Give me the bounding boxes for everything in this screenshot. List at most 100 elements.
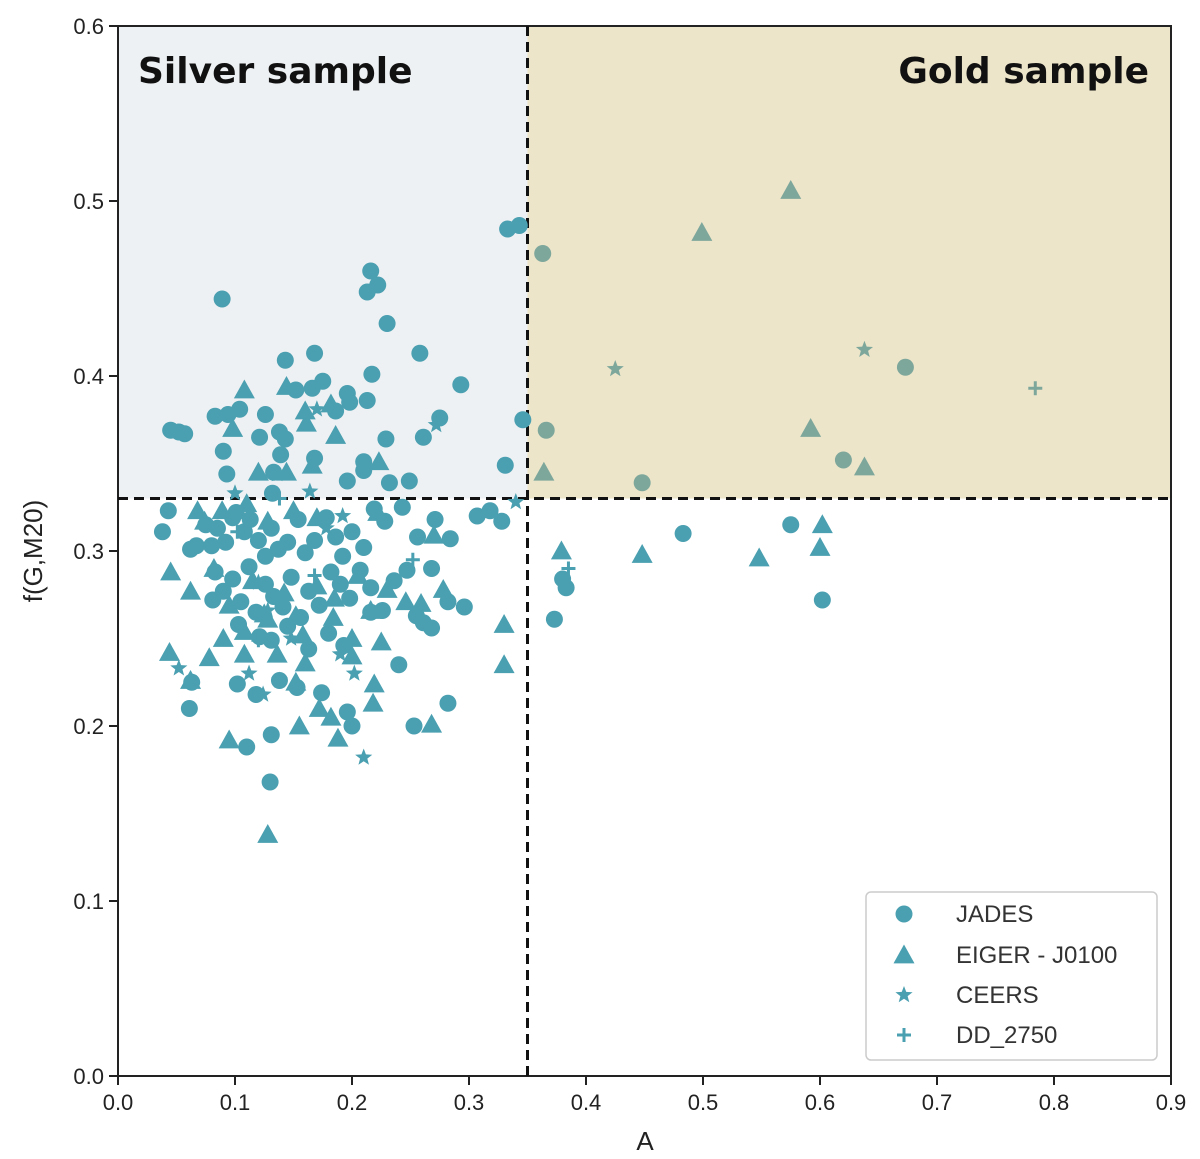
data-point-jades — [557, 579, 575, 597]
x-tick-label: 0.9 — [1156, 1090, 1187, 1115]
data-point-ceers — [301, 482, 319, 499]
data-point-eiger — [308, 698, 330, 717]
y-tick-label: 0.1 — [73, 889, 104, 914]
data-point-eiger — [363, 673, 385, 693]
data-point-eiger — [233, 621, 255, 640]
data-point-jades — [341, 589, 359, 607]
data-point-eiger — [367, 502, 389, 521]
data-point-eiger — [236, 493, 258, 513]
data-point-eiger — [273, 582, 295, 602]
data-point-jades — [206, 407, 224, 425]
data-point-jades — [262, 726, 280, 744]
data-point-jades — [153, 523, 171, 541]
data-point-jades — [306, 532, 324, 549]
data-point-jades — [310, 596, 328, 614]
data-point-eiger — [370, 631, 392, 651]
data-point-eiger — [306, 507, 328, 527]
data-point-jades — [187, 537, 205, 555]
data-point-jades — [355, 462, 373, 479]
data-point-jades — [341, 393, 359, 411]
data-point-jades — [322, 563, 340, 581]
data-point-eiger — [423, 524, 445, 544]
data-point-jades — [362, 262, 380, 280]
data-point-eiger — [295, 412, 317, 432]
data-point-eiger — [211, 500, 233, 520]
data-point-jades — [468, 507, 486, 525]
data-point-jades — [276, 430, 294, 448]
data-point-eiger — [631, 544, 653, 563]
y-tick-label: 0.4 — [73, 364, 104, 389]
data-point-jades — [327, 528, 345, 546]
data-point-ceers — [317, 519, 335, 536]
data-point-eiger — [257, 824, 279, 843]
legend-label-ceers: CEERS — [956, 982, 1039, 1009]
x-tick-label: 0.5 — [688, 1090, 719, 1115]
data-point-jades — [414, 428, 432, 446]
data-point-eiger — [493, 654, 515, 674]
data-point-eiger — [257, 510, 279, 530]
legend-label-eiger: EIGER - J0100 — [956, 942, 1117, 969]
data-point-jades — [782, 516, 800, 534]
data-point-eiger — [362, 692, 384, 712]
data-point-eiger — [233, 643, 255, 663]
data-point-jades — [279, 533, 297, 551]
data-point-jades — [313, 684, 331, 702]
data-point-jades — [338, 703, 356, 721]
data-point-ceers — [249, 573, 267, 590]
data-point-eiger — [233, 379, 255, 399]
data-point-jades — [405, 717, 423, 735]
data-point-eiger — [341, 645, 363, 665]
data-point-jades — [274, 598, 292, 616]
data-point-jades — [426, 511, 444, 528]
data-point-jades — [276, 351, 294, 369]
data-point-eiger — [218, 594, 240, 614]
data-point-jades — [320, 624, 338, 642]
y-tick-label: 0.3 — [73, 539, 104, 564]
data-point-eiger — [327, 727, 349, 747]
data-point-dd2750 — [561, 561, 576, 576]
data-point-jades — [256, 406, 274, 423]
data-point-eiger — [285, 605, 307, 625]
data-point-jades — [545, 610, 563, 628]
silver-region — [118, 26, 528, 499]
data-point-jades — [834, 451, 852, 469]
data-point-jades — [159, 502, 177, 520]
data-point-jades — [455, 598, 473, 616]
data-point-eiger — [288, 715, 310, 735]
data-point-eiger — [493, 614, 515, 633]
data-point-eiger — [283, 500, 304, 520]
data-point-jades — [377, 430, 395, 448]
data-point-eiger — [247, 461, 269, 481]
data-point-jades — [241, 511, 259, 528]
data-point-eiger — [320, 706, 342, 726]
data-point-jades — [251, 428, 269, 446]
data-point-eiger — [203, 558, 225, 577]
data-point-ceers — [240, 664, 258, 681]
data-point-dd2750 — [251, 633, 266, 648]
data-point-ceers — [254, 685, 272, 702]
data-point-jades — [358, 283, 376, 301]
x-tick-label: 0.0 — [103, 1090, 134, 1115]
data-point-jades — [176, 425, 194, 443]
data-point-jades — [231, 400, 249, 418]
data-point-ceers — [345, 664, 363, 681]
x-tick-label: 0.4 — [571, 1090, 602, 1115]
legend-box — [865, 891, 1158, 1061]
data-point-eiger — [292, 624, 314, 644]
data-point-ceers — [282, 629, 300, 646]
data-point-jades — [813, 591, 831, 609]
data-point-jades — [300, 640, 318, 658]
data-point-ceers — [226, 484, 244, 501]
data-point-ceers — [427, 416, 445, 433]
data-point-ceers — [334, 507, 352, 524]
data-point-jades — [481, 502, 499, 520]
data-point-jades — [343, 717, 361, 735]
data-point-jades — [358, 392, 376, 409]
data-point-jades — [355, 539, 373, 556]
data-point-jades — [213, 290, 231, 308]
x-axis-title: A — [636, 1126, 654, 1156]
data-point-eiger — [294, 400, 316, 420]
data-point-jades — [441, 530, 459, 548]
legend-label-jades: JADES — [956, 901, 1033, 928]
data-point-jades — [343, 523, 361, 541]
